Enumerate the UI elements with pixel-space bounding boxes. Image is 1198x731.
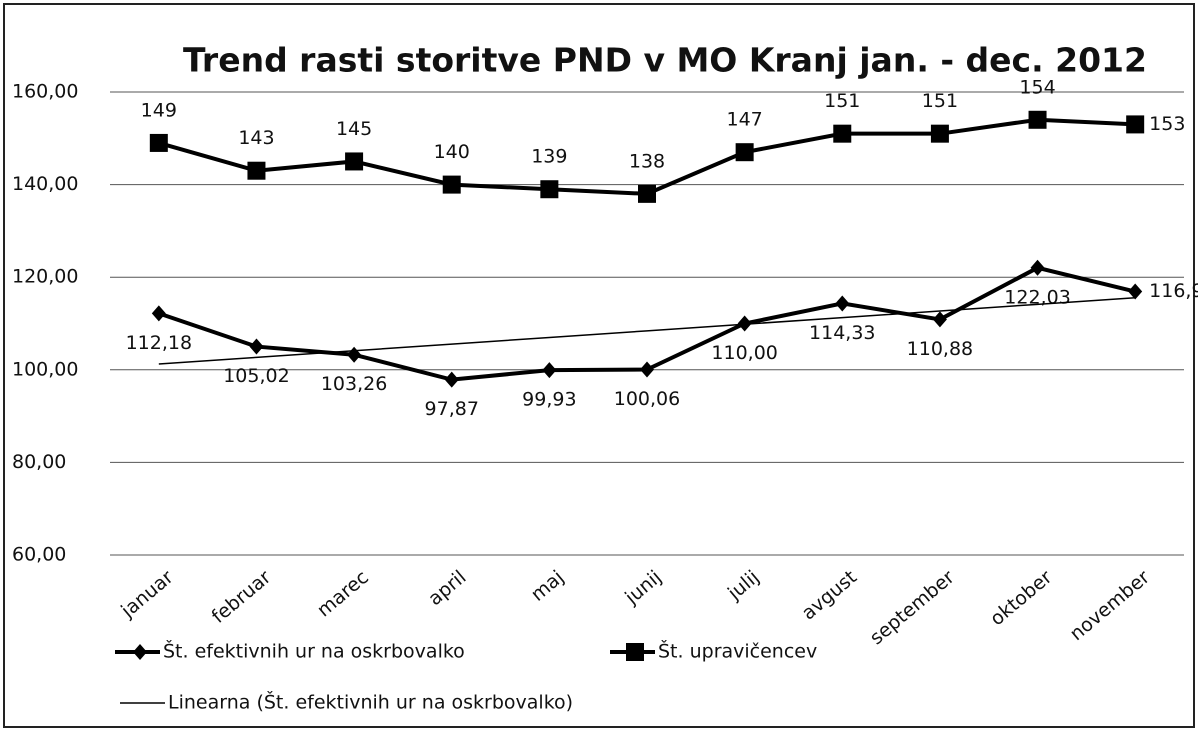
data-label: 99,93 xyxy=(522,389,576,411)
square-marker xyxy=(149,133,168,152)
y-tick-label: 140,00 xyxy=(12,173,78,195)
diamond-marker xyxy=(151,305,166,322)
data-label: 116,90 xyxy=(1149,280,1198,302)
diamond-marker xyxy=(1030,259,1045,276)
data-label: 139 xyxy=(531,146,567,168)
diamond-marker xyxy=(542,362,557,379)
square-marker xyxy=(833,124,852,143)
square-marker xyxy=(638,184,656,203)
square-marker xyxy=(930,124,949,143)
y-tick-label: 160,00 xyxy=(12,81,78,103)
data-label: 140 xyxy=(434,141,470,163)
square-marker xyxy=(345,152,364,171)
square-marker xyxy=(626,643,644,661)
diamond-marker xyxy=(249,338,264,355)
data-label: 153 xyxy=(1149,113,1185,135)
data-label: 138 xyxy=(629,150,665,172)
y-tick-label: 60,00 xyxy=(12,544,66,566)
data-label: 110,00 xyxy=(711,342,777,364)
data-label: 145 xyxy=(336,118,372,140)
square-marker xyxy=(1126,115,1145,134)
data-label: 100,06 xyxy=(614,388,680,410)
data-label: 149 xyxy=(141,99,177,121)
data-label: 97,87 xyxy=(425,398,479,420)
square-marker xyxy=(247,161,266,180)
y-tick-label: 100,00 xyxy=(12,358,78,380)
data-label: 103,26 xyxy=(321,373,387,395)
diamond-marker xyxy=(932,311,947,328)
diamond-marker xyxy=(1128,283,1143,300)
chart-title: Trend rasti storitve PND v MO Kranj jan.… xyxy=(183,41,1147,80)
chart-border xyxy=(3,3,1195,728)
data-label: 143 xyxy=(238,127,274,149)
square-marker xyxy=(735,143,754,162)
data-label: 154 xyxy=(1019,76,1055,98)
y-tick-label: 80,00 xyxy=(12,451,66,473)
data-label: 112,18 xyxy=(126,332,192,354)
data-label: 151 xyxy=(922,90,958,112)
data-label: 105,02 xyxy=(223,365,289,387)
diamond-marker xyxy=(835,295,850,312)
square-marker xyxy=(540,180,559,199)
data-label: 151 xyxy=(824,90,860,112)
legend-label: Št. upravičencev xyxy=(658,639,817,663)
series-line xyxy=(158,296,1136,365)
data-label: 110,88 xyxy=(907,338,973,360)
diamond-marker xyxy=(444,371,459,388)
legend-label: Linearna (Št. efektivnih ur na oskrboval… xyxy=(168,690,573,714)
square-marker xyxy=(442,175,461,194)
diamond-marker xyxy=(640,361,654,378)
square-marker xyxy=(1028,110,1047,129)
legend-label: Št. efektivnih ur na oskrbovalko xyxy=(163,639,465,663)
data-label: 114,33 xyxy=(809,322,875,344)
data-label: 147 xyxy=(727,109,763,131)
diamond-marker xyxy=(133,644,147,660)
y-tick-label: 120,00 xyxy=(12,266,78,288)
